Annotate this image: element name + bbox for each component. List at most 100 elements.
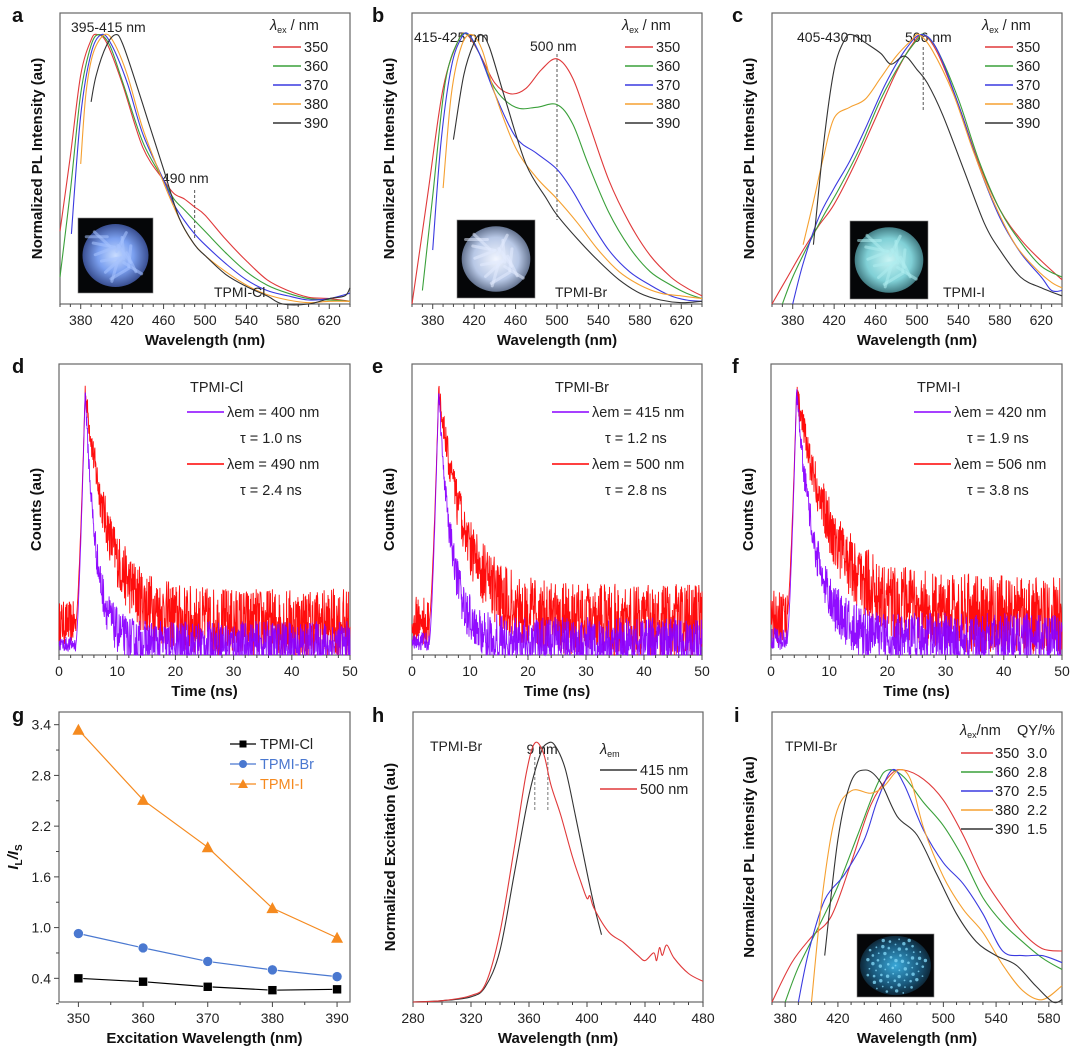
inset-sparkle bbox=[889, 955, 893, 959]
inset-sparkle bbox=[910, 986, 913, 989]
legend-label: λem = 400 nm bbox=[227, 405, 319, 421]
legend-title-subscript: ex bbox=[989, 25, 999, 35]
inset-sparkle bbox=[921, 965, 925, 968]
series-line-360 bbox=[781, 33, 1063, 305]
decay-trace bbox=[770, 386, 1063, 655]
lifetime-label: τ = 2.4 ns bbox=[240, 483, 302, 499]
legend-label: 415 nm bbox=[640, 763, 688, 779]
x-tick-label: 20 bbox=[168, 663, 184, 679]
lifetime-label: τ = 3.8 ns bbox=[967, 483, 1029, 499]
inset-sparkle bbox=[912, 951, 915, 954]
inset-crystal-rod bbox=[866, 249, 890, 261]
inset-sparkle bbox=[875, 969, 877, 972]
y-axis-title: Normalized PL Intensity (au) bbox=[381, 58, 398, 259]
inset-crystals bbox=[854, 227, 924, 293]
peak-annotation: 405-430 nm bbox=[797, 29, 872, 45]
inset-sparkle bbox=[883, 958, 886, 961]
x-tick-label: 320 bbox=[459, 1010, 483, 1026]
x-tick-label: 360 bbox=[517, 1010, 541, 1026]
x-tick-label: 380 bbox=[421, 312, 445, 328]
inset-crystal-rod bbox=[99, 255, 124, 263]
inset-sparkle bbox=[881, 985, 884, 988]
inset-sparkle bbox=[886, 962, 890, 966]
x-tick-label: 500 bbox=[932, 1010, 956, 1026]
data-marker-square bbox=[138, 976, 148, 987]
legend-title-subscript: ex bbox=[967, 730, 977, 740]
x-tick-label: 420 bbox=[462, 312, 486, 328]
x-tick-label: 500 bbox=[905, 312, 929, 328]
inset-sparkle bbox=[891, 966, 895, 970]
legend-item: 350 bbox=[273, 40, 328, 56]
legend-item: 360 bbox=[273, 59, 328, 75]
legend-qy-value: 1.5 bbox=[1027, 822, 1047, 838]
legend-marker-circle bbox=[239, 760, 247, 768]
inset-crystal-rod bbox=[127, 244, 133, 269]
legend-label: TPMI-I bbox=[260, 777, 304, 793]
x-tick-label: 620 bbox=[318, 312, 342, 328]
legend-item: 360 bbox=[985, 59, 1040, 75]
inset-crystal-rod bbox=[508, 247, 514, 273]
inset-sparkle bbox=[887, 946, 891, 950]
inset-sparkle bbox=[900, 959, 905, 963]
sample-label: TPMI-I bbox=[917, 380, 961, 396]
data-marker-square bbox=[332, 984, 342, 995]
y-tick-label: 1.0 bbox=[32, 920, 52, 936]
x-tick-label: 40 bbox=[284, 663, 300, 679]
inset-sparkle bbox=[879, 979, 883, 983]
legend-item: 350 bbox=[985, 40, 1040, 56]
inset-sparkle bbox=[898, 938, 901, 941]
legend-title-unit: / nm bbox=[287, 18, 319, 34]
legend-title-unit: /nm bbox=[977, 723, 1001, 739]
y-tick-label: 0.4 bbox=[32, 970, 52, 986]
x-tick-label: 460 bbox=[504, 312, 528, 328]
x-tick-label: 620 bbox=[1030, 312, 1054, 328]
panel-g: 350 360 370 380 390 Excitation Wavelength (nm… bbox=[5, 711, 351, 1047]
x-tick-label: 390 bbox=[325, 1010, 349, 1026]
x-axis-title: Time (ns) bbox=[171, 683, 237, 700]
data-marker-triangle bbox=[331, 931, 344, 943]
inset-sparkle bbox=[866, 973, 870, 977]
inset-sparkle bbox=[902, 942, 906, 946]
inset-crystal-rod bbox=[473, 248, 497, 260]
decay-trace bbox=[58, 385, 351, 656]
inset-crystal-rod bbox=[888, 234, 902, 258]
data-marker-circle bbox=[73, 928, 84, 939]
inset-sparkle bbox=[917, 956, 922, 960]
panel-e: 0 10 20 30 40 50 Time (ns) Counts (au) TPMI-Br λe… bbox=[381, 363, 710, 700]
legend-marker-square bbox=[239, 740, 247, 748]
legend-label: 370 bbox=[1016, 78, 1040, 94]
x-axis-title: Wavelength (nm) bbox=[145, 332, 265, 349]
inset-sparkle bbox=[888, 940, 892, 943]
inset-crystal-rod bbox=[506, 254, 519, 278]
x-tick-label: 30 bbox=[226, 663, 242, 679]
x-axis-title: Wavelength (nm) bbox=[857, 332, 977, 349]
x-tick-label: 580 bbox=[1037, 1010, 1061, 1026]
x-tick-label: 620 bbox=[670, 312, 694, 328]
peak-annotation: 490 nm bbox=[162, 170, 209, 186]
panel-letter-i: i bbox=[734, 705, 740, 727]
inset-sparkle bbox=[902, 992, 905, 994]
sample-label: TPMI-Br bbox=[555, 380, 609, 396]
x-tick-label: 420 bbox=[826, 1010, 850, 1026]
inset-crystal-rod bbox=[103, 256, 123, 274]
legend-label: 390 bbox=[1016, 116, 1040, 132]
inset-sparkle bbox=[876, 958, 880, 962]
x-tick-label: 360 bbox=[131, 1010, 155, 1026]
inset-sparkle bbox=[872, 980, 877, 985]
peak-annotation: 395-415 nm bbox=[71, 19, 146, 35]
x-axis-title: Wavelength (nm) bbox=[857, 1030, 977, 1047]
legend-label: 390 bbox=[656, 116, 680, 132]
legend-qy-value: 2.8 bbox=[1027, 765, 1047, 781]
legend-title-subscript: em bbox=[607, 749, 620, 759]
x-tick-label: 280 bbox=[401, 1010, 425, 1026]
decay-trace bbox=[770, 389, 1063, 657]
inset-sparkle bbox=[893, 979, 897, 983]
legend-title: λex / nm bbox=[981, 18, 1031, 35]
legend-item: 380 bbox=[985, 97, 1040, 113]
inset-crystals bbox=[82, 224, 149, 287]
legend-label: 370 bbox=[304, 78, 328, 94]
legend-label: 360 bbox=[304, 59, 328, 75]
inset-sparkle bbox=[911, 972, 915, 976]
x-axis-title: Wavelength (nm) bbox=[497, 332, 617, 349]
